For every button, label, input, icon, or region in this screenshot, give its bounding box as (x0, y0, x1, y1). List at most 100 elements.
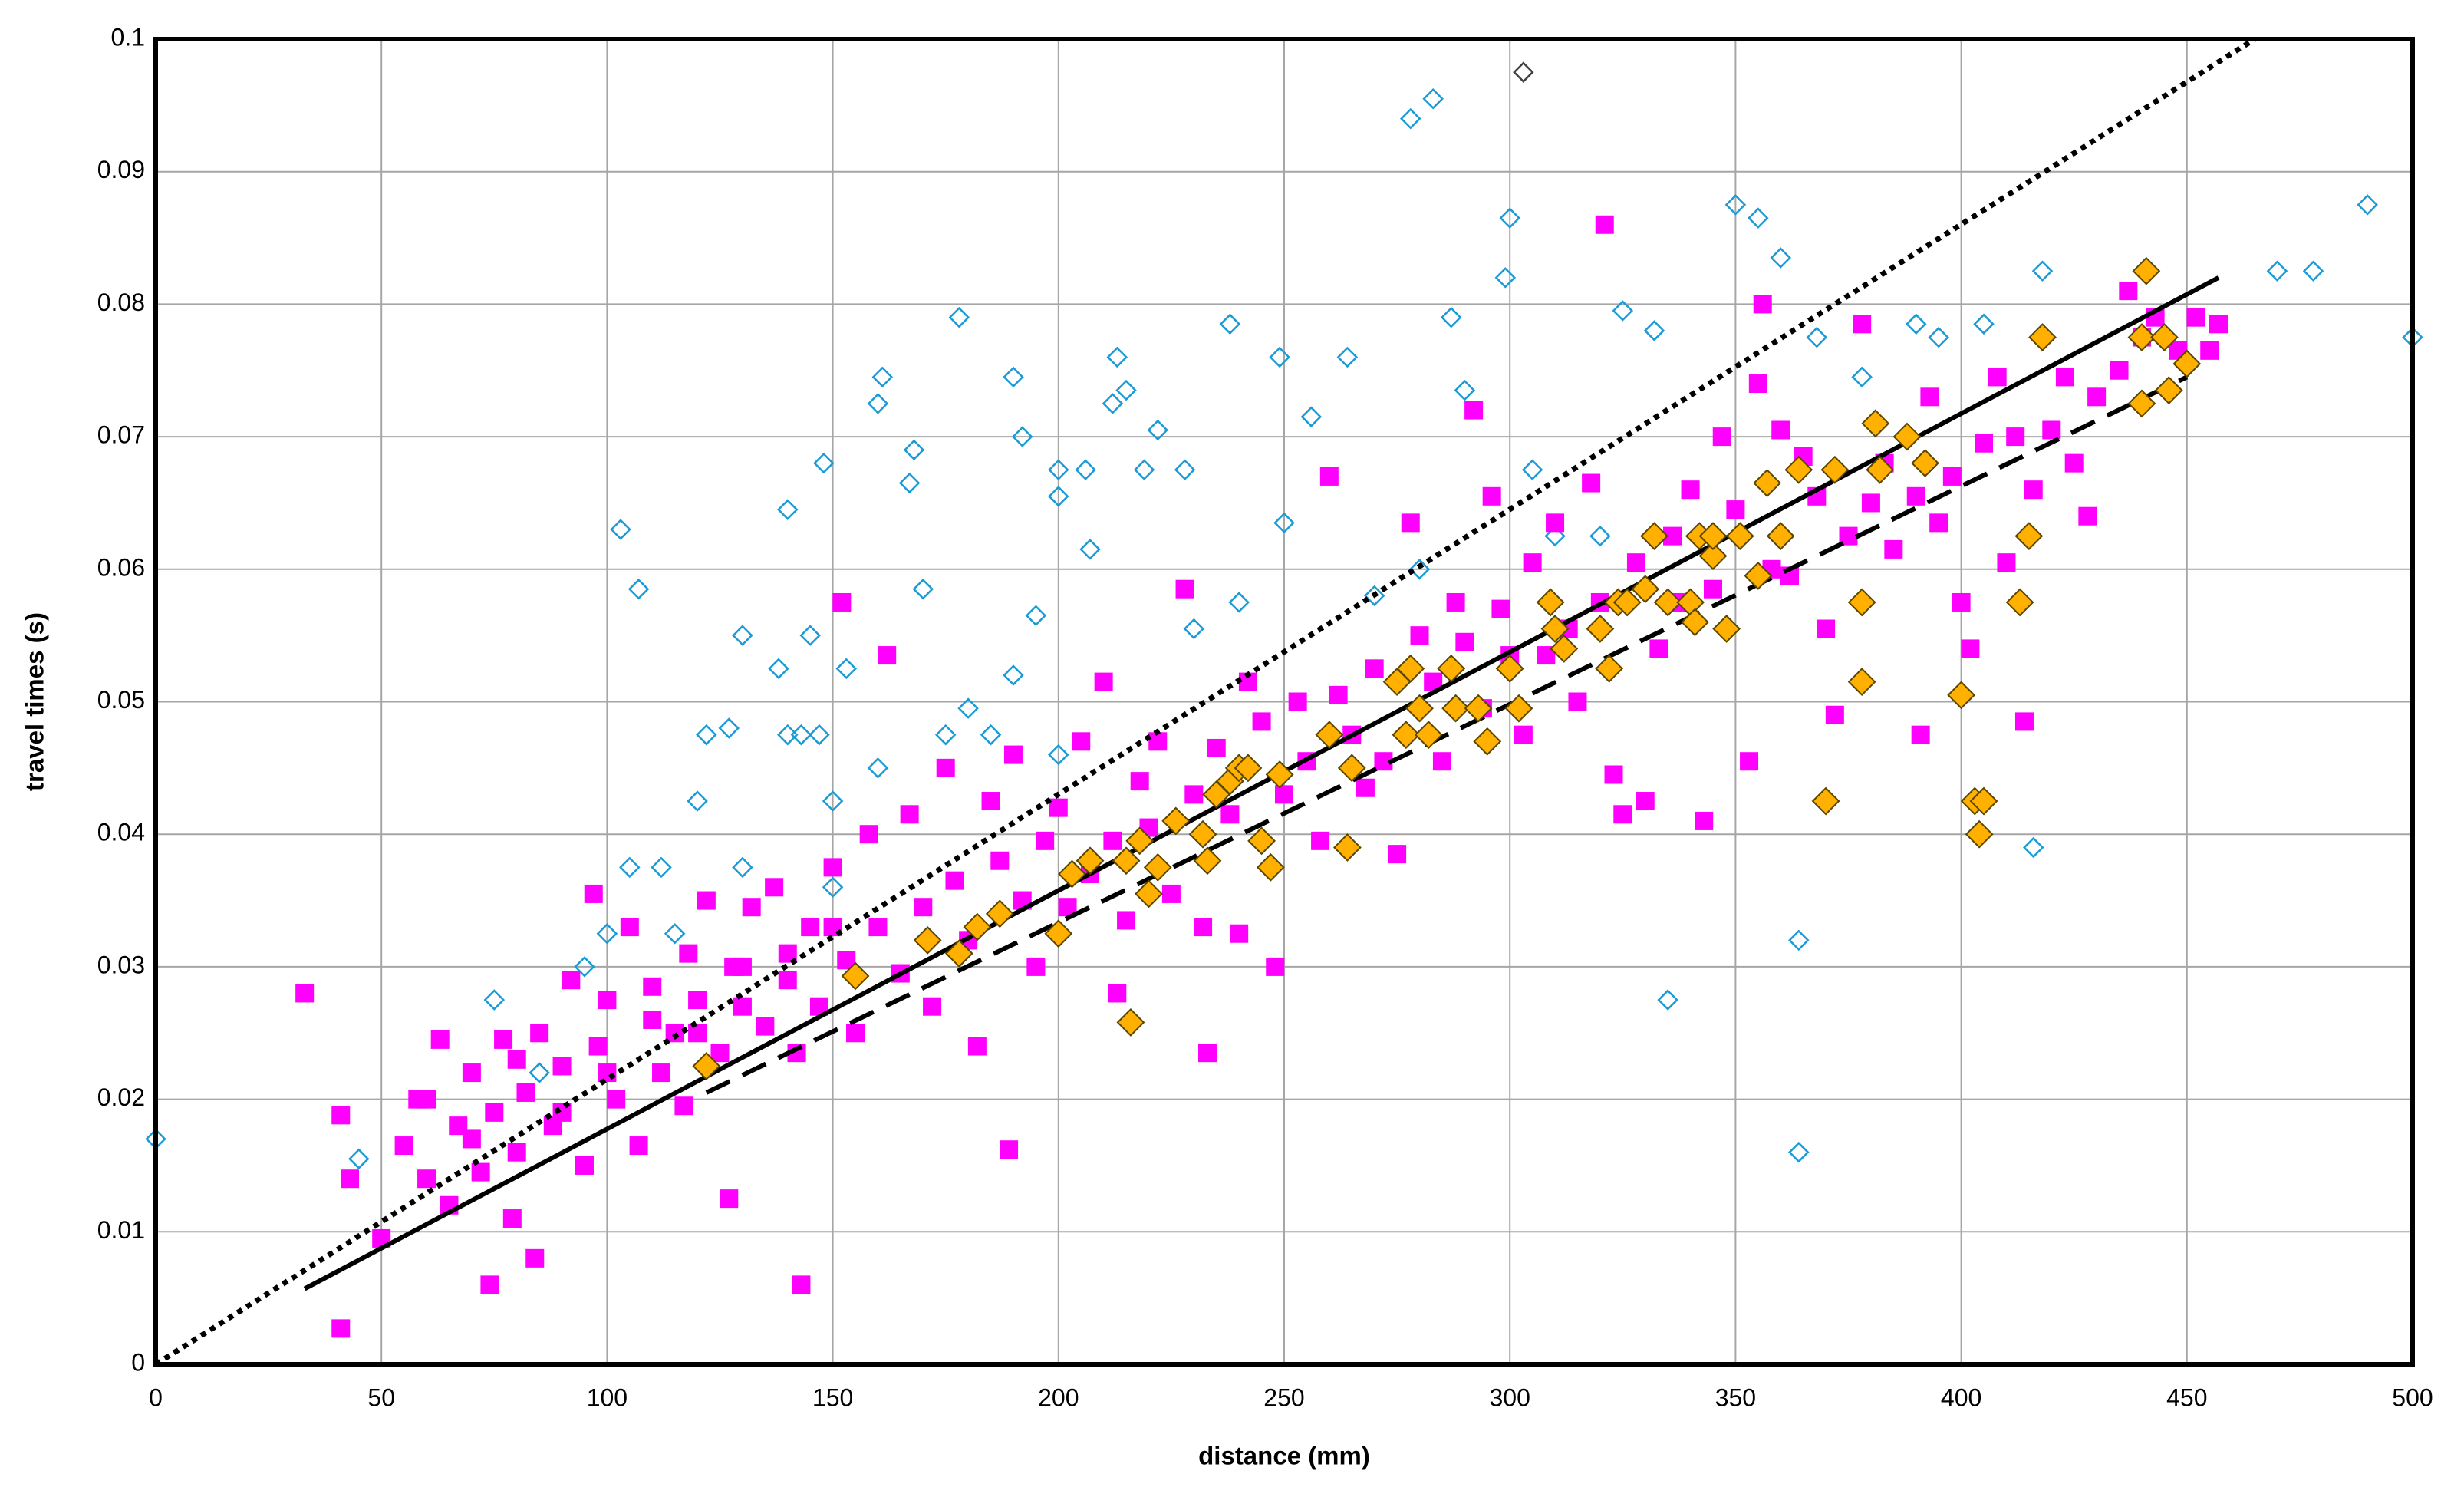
diamond-point (1847, 668, 1876, 697)
diamond-point (768, 658, 789, 680)
diamond-point (2014, 522, 2044, 551)
marks (145, 37, 2423, 1367)
square-point (1911, 725, 1930, 744)
square-point (1582, 473, 1601, 493)
diamond-point (903, 439, 925, 461)
square-point (792, 1275, 811, 1294)
diamond-point (2028, 323, 2057, 351)
diamond-point (1820, 455, 1850, 484)
diamond-point (732, 625, 753, 646)
square-point (1094, 672, 1113, 691)
square-point (1942, 467, 1962, 486)
square-point (1740, 752, 1759, 771)
diamond-point (1806, 326, 1828, 348)
diamond-point (1025, 605, 1047, 627)
square-point (507, 1050, 526, 1069)
diamond-point (1011, 426, 1033, 447)
y-tick-label: 0.09 (97, 156, 145, 183)
square-point (1712, 427, 1731, 447)
diamond-point (1044, 919, 1073, 948)
diamond-point (1544, 525, 1566, 547)
square-point (1103, 831, 1122, 850)
diamond-point (718, 717, 740, 739)
square-point (688, 991, 707, 1010)
diamond-point (1631, 575, 1660, 604)
diamond-point (1422, 87, 1444, 110)
square-point (1771, 420, 1790, 440)
diamond-point (1866, 455, 1895, 484)
square-point (652, 1063, 671, 1083)
diamond-point (1337, 754, 1366, 783)
square-point (1695, 811, 1714, 830)
diamond-point (696, 724, 717, 746)
diamond-point (1076, 846, 1105, 876)
square-point (1491, 599, 1510, 618)
square-point (1197, 1044, 1217, 1063)
diamond-point (1143, 852, 1172, 882)
square-point (1703, 579, 1722, 599)
square-point (394, 1136, 413, 1156)
square-point (733, 957, 752, 976)
square-point (1036, 831, 1055, 850)
square-point (598, 991, 617, 1010)
trend-line (303, 275, 2220, 1291)
diamond-point (1048, 486, 1069, 507)
square-point (1595, 215, 1614, 234)
square-point (341, 1169, 360, 1189)
diamond-point (1499, 207, 1520, 229)
square-point (1961, 639, 1980, 658)
diamond-point (1724, 194, 1747, 216)
diamond-point (1112, 846, 1141, 876)
diamond-point (1811, 786, 1840, 816)
square-point (588, 1037, 608, 1056)
square-point (1952, 592, 1971, 612)
diamond-point (2127, 389, 2156, 418)
square-point (914, 898, 933, 917)
plot-frame (153, 37, 2415, 1367)
square-point (1000, 1140, 1019, 1159)
square-point (1546, 513, 1565, 533)
square-point (981, 792, 1000, 811)
diamond-point (1788, 929, 1810, 951)
diamond-point (957, 697, 979, 719)
square-point (674, 1096, 693, 1116)
diamond-point (1161, 806, 1191, 836)
square-point (462, 1063, 481, 1083)
series (145, 87, 2423, 1170)
square-point (643, 1010, 662, 1029)
diamond-point (799, 625, 821, 646)
square-point (2110, 361, 2129, 380)
square-point (598, 1063, 617, 1083)
diamond-point (841, 961, 870, 991)
diamond-point (664, 922, 686, 945)
diamond-point (980, 724, 1002, 746)
x-tick-label: 150 (812, 1383, 853, 1411)
square-point (990, 851, 1010, 870)
square-point (1482, 486, 1501, 506)
square-point (1604, 765, 1623, 784)
square-point (720, 1189, 739, 1209)
square-point (1464, 401, 1484, 420)
square-point (1748, 374, 1767, 394)
square-point (620, 918, 639, 937)
diamond-point (1905, 313, 1927, 335)
square-point (2042, 420, 2061, 440)
square-point (2186, 308, 2205, 327)
x-tick-label: 250 (1263, 1383, 1304, 1411)
square-point (1329, 685, 1348, 704)
square-point (530, 1024, 549, 1043)
diamond-point (1273, 512, 1295, 534)
square-point (471, 1162, 490, 1182)
diamond-point (1315, 721, 1344, 750)
diamond-point (1513, 61, 1534, 83)
square-point (756, 1017, 775, 1036)
diamond-point (619, 856, 641, 879)
square-point (1252, 712, 1271, 731)
diamond-point (2149, 323, 2179, 351)
square-point (1446, 592, 1465, 612)
square-point (1356, 778, 1375, 797)
diamond-point (1300, 406, 1323, 427)
diamond-point (1788, 1141, 1810, 1163)
diamond-point (1133, 459, 1155, 481)
